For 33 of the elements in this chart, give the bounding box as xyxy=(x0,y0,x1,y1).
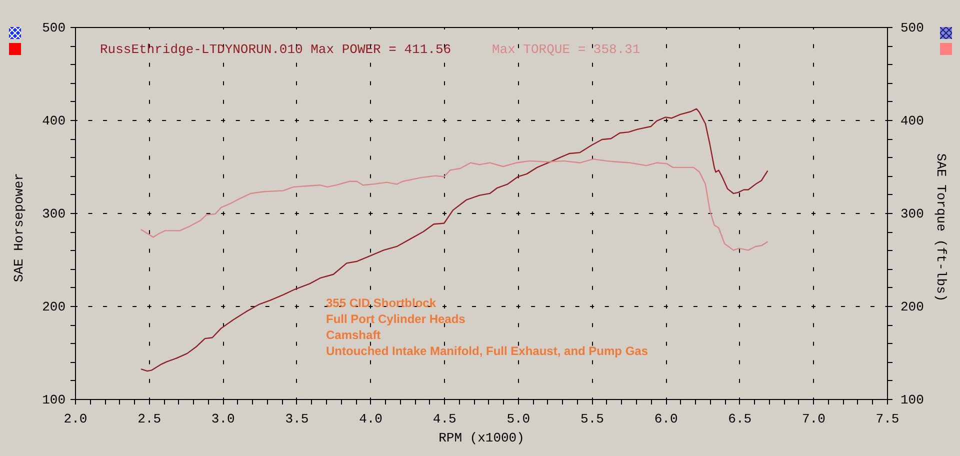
x-tick-label: 7.5 xyxy=(876,412,900,426)
x-tick-label: 2.0 xyxy=(64,412,88,426)
line-series xyxy=(140,108,768,372)
x-tick-label: 5.5 xyxy=(580,412,604,426)
line-series xyxy=(140,158,768,251)
annotation: Untouched Intake Manifold, Full Exhaust, and Pump Gas xyxy=(326,344,648,358)
y-tick-label: 100 xyxy=(42,392,66,408)
y2-tick-label: 100 xyxy=(900,392,924,408)
x-tick-label: 7.0 xyxy=(802,412,826,426)
y-axis-title: SAE Horsepower xyxy=(12,172,26,282)
x-tick-label: 3.0 xyxy=(211,412,235,426)
x-tick-label: 6.5 xyxy=(728,412,752,426)
x-tick-label: 4.0 xyxy=(359,412,382,426)
annotation: Max TORQUE = 358.31 xyxy=(492,42,640,57)
y2-tick-label: 200 xyxy=(900,300,924,314)
x-axis-title: RPM (x1000) xyxy=(438,430,524,446)
x-tick-label: 6.0 xyxy=(654,412,678,426)
x-tick-label: 3.5 xyxy=(285,412,309,426)
y-tick-label: 300 xyxy=(42,206,66,222)
y-tick-label: 200 xyxy=(42,300,66,314)
annotation: Camshaft xyxy=(326,328,381,342)
y-tick-label: 500 xyxy=(42,20,66,36)
annotation: 355 CID Shortblock xyxy=(326,296,436,310)
y-tick-label: 400 xyxy=(42,114,66,128)
annotation: Full Port Cylinder Heads xyxy=(326,312,466,326)
x-tick-label: 5.0 xyxy=(506,412,530,426)
y2-tick-label: 500 xyxy=(900,20,924,36)
x-tick-label: 4.5 xyxy=(432,412,456,426)
y2-tick-label: 300 xyxy=(900,206,924,222)
annotation: RussEthridge-LTDYNORUN.010 Max POWER = 411.56 xyxy=(100,42,452,57)
y2-axis-title: SAE Torque (ft-lbs) xyxy=(934,153,948,302)
y2-tick-label: 400 xyxy=(900,114,924,128)
x-tick-label: 2.5 xyxy=(138,412,162,426)
